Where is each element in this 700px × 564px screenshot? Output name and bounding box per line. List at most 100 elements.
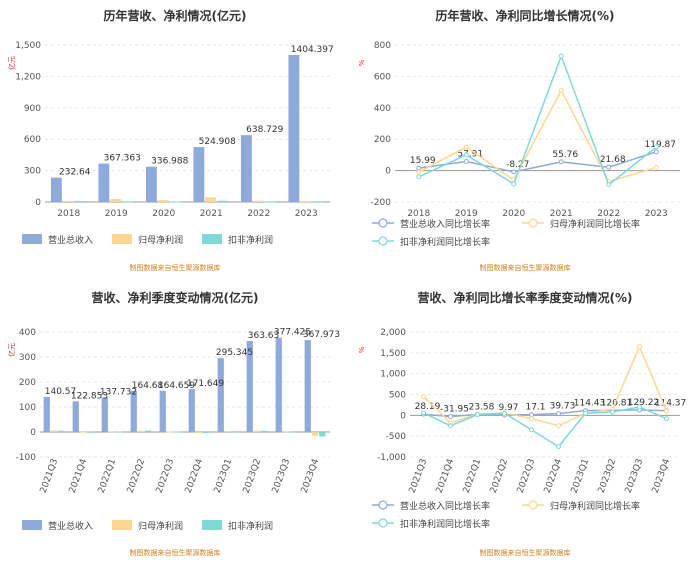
legend-entry: 扣非净利润 [202, 520, 273, 532]
bar [166, 431, 174, 433]
y-unit-label: % [358, 346, 366, 353]
data-point [558, 159, 564, 165]
y-tick-label: 0 [35, 198, 41, 208]
legend-marker [378, 500, 388, 510]
data-label: 377.425 [274, 328, 311, 338]
data-label: 28.19 [415, 402, 441, 412]
x-tick-label: 2023 [645, 209, 668, 219]
data-point [511, 169, 517, 175]
legend-entry: 营业总收入同比增长率 [372, 500, 490, 512]
bar [108, 431, 116, 433]
legend-label: 归母净利润同比增长率 [550, 500, 640, 512]
legend-label: 扣非净利润同比增长率 [400, 518, 490, 530]
bar [232, 431, 239, 433]
y-tick-label: 800 [374, 41, 391, 51]
source-note: 制图数据来自恒生聚源数据库 [480, 548, 571, 557]
data-label: 114.37 [655, 399, 687, 409]
bar [188, 389, 195, 432]
legend-entry: 扣非净利润 [202, 234, 273, 246]
data-label: 137.732 [100, 388, 137, 398]
bar [50, 177, 62, 202]
bar [246, 341, 253, 432]
legend-label: 营业总收入同比增长率 [400, 218, 490, 230]
series-line [418, 88, 657, 183]
data-point [637, 404, 642, 410]
y-tick-label: 200 [374, 135, 391, 145]
y-unit-label: 亿元 [7, 56, 16, 70]
x-tick-label: 2018 [407, 209, 430, 219]
bar [261, 430, 268, 432]
bar [205, 197, 217, 202]
data-point [664, 416, 669, 422]
y-tick-label: 300 [19, 353, 36, 363]
y-unit-label: % [358, 59, 366, 66]
x-tick-label: 2022 [247, 209, 270, 219]
source-note: 制图数据来自恒生聚源数据库 [130, 263, 221, 272]
y-tick-label: 2,000 [380, 328, 406, 338]
legend-label: 归母净利润 [138, 234, 183, 246]
x-tick-label: 2021Q3 [408, 458, 430, 495]
y-tick-label: 0 [400, 411, 406, 421]
bar [195, 432, 203, 433]
data-label: 638.729 [246, 125, 283, 135]
x-tick-label: 2022Q3 [155, 458, 177, 495]
bar [159, 390, 166, 432]
data-label: 21.68 [600, 155, 626, 165]
bar [157, 200, 169, 202]
data-label: 119.87 [645, 140, 677, 150]
bar [62, 200, 74, 202]
data-point [637, 344, 642, 350]
data-point [558, 53, 564, 59]
data-point [463, 152, 469, 158]
legend-entry: 归母净利润 [112, 234, 183, 246]
legend-entry: 归母净利润同比增长率 [522, 218, 640, 230]
bar [130, 390, 137, 432]
chart-title: 营收、净利季度变动情况(亿元) [92, 290, 259, 305]
bar [311, 432, 319, 436]
x-tick-label: 2023Q1 [213, 458, 235, 495]
source-note: 制图数据来自恒生聚源数据库 [480, 263, 571, 272]
series-line [418, 151, 657, 173]
data-label: 17.1 [525, 403, 545, 413]
data-point [583, 410, 588, 416]
x-tick-label: 2022Q4 [184, 457, 206, 494]
bar [288, 55, 300, 203]
data-point [421, 410, 426, 416]
x-tick-label: 2022Q1 [97, 458, 119, 495]
x-tick-label: 2021 [550, 209, 573, 219]
bar [74, 201, 86, 203]
x-tick-label: 2023Q1 [570, 458, 592, 495]
bar [312, 201, 324, 203]
bar [79, 431, 87, 433]
x-tick-label: 2022Q4 [543, 457, 565, 494]
data-point [502, 410, 507, 416]
data-label: -8.27 [506, 160, 529, 170]
data-point [448, 414, 453, 420]
data-label: -31.95 [440, 405, 469, 415]
bar [169, 201, 181, 203]
bar [145, 166, 157, 202]
bar [290, 431, 297, 433]
data-label: 232.64 [59, 168, 91, 178]
data-point [606, 164, 612, 170]
data-point [558, 88, 564, 94]
bar [300, 201, 312, 203]
legend-marker [378, 236, 388, 246]
y-tick-label: -100 [16, 453, 37, 463]
data-point [511, 181, 517, 187]
x-tick-label: 2021Q3 [39, 458, 61, 495]
legend-swatch [22, 520, 42, 530]
data-label: 1404.397 [291, 45, 334, 55]
data-point [664, 408, 669, 414]
legend-entry: 营业总收入 [22, 234, 93, 246]
y-tick-label: 600 [24, 135, 41, 145]
x-tick-label: 2022Q3 [516, 458, 538, 495]
x-tick-label: 2023Q2 [597, 458, 619, 495]
bar [304, 340, 311, 432]
bar [264, 201, 276, 203]
x-tick-label: 2023Q2 [242, 458, 264, 495]
x-tick-label: 2022 [597, 209, 620, 219]
data-label: 295.345 [216, 348, 253, 358]
bar [110, 199, 122, 202]
data-point [463, 144, 469, 150]
